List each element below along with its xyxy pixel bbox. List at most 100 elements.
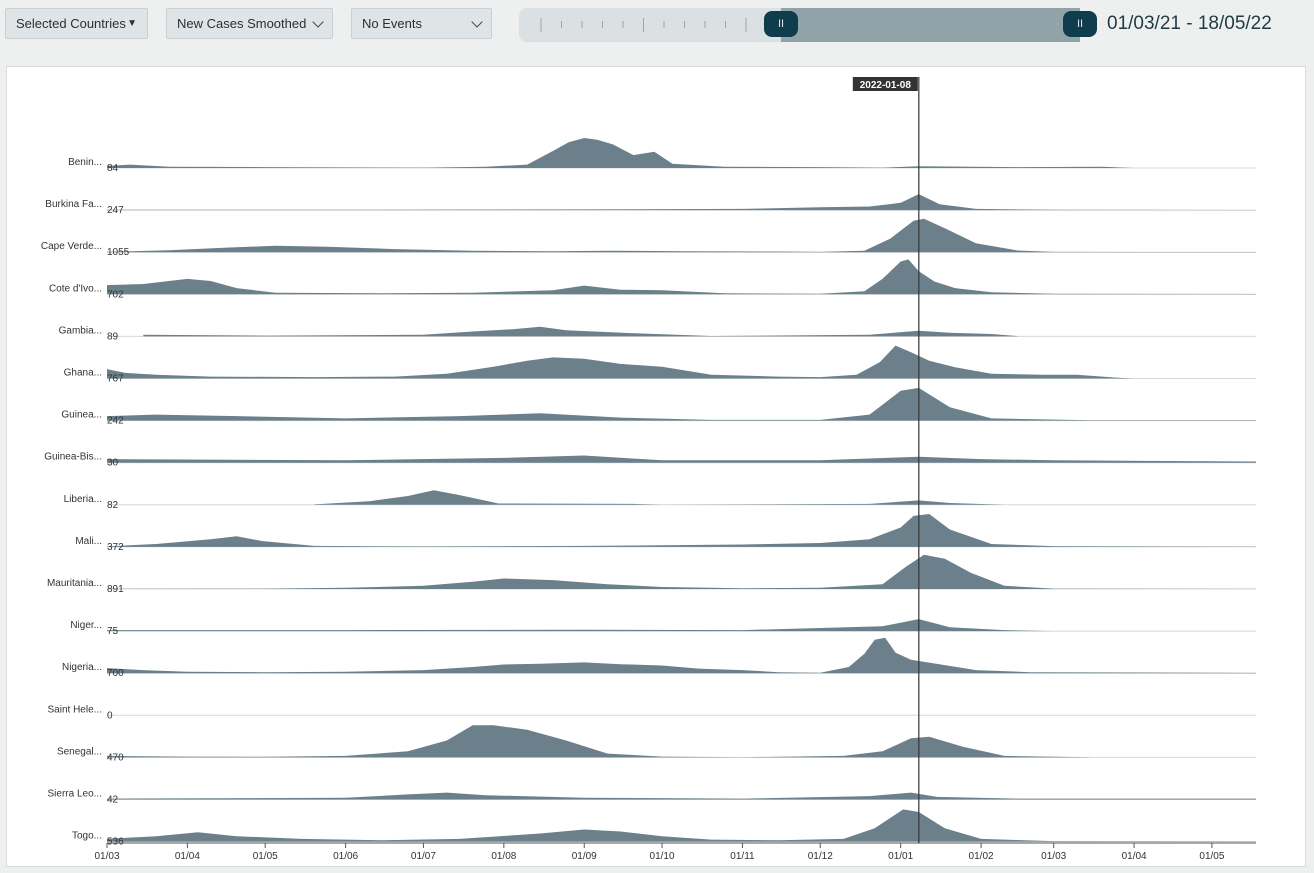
toolbar: Selected Countries ▼ New Cases Smoothed … — [0, 0, 1314, 58]
country-row[interactable]: Cape Verde... 1055 — [41, 218, 1256, 258]
marker-label-bg — [852, 77, 918, 91]
country-row[interactable]: Cote d'Ivo... 702 — [49, 259, 1256, 300]
country-area — [107, 138, 1135, 168]
country-row[interactable]: Mauritania... 891 — [47, 554, 1256, 595]
date-slider-range[interactable] — [781, 8, 1080, 42]
handle-grip-icon: II — [777, 18, 785, 30]
country-max-value: 82 — [107, 500, 119, 511]
country-name: Burkina Fa... — [45, 199, 102, 210]
chart-panel: Benin... 84 Burkina Fa... 247 Cape Verde... 1… — [6, 66, 1306, 867]
country-row[interactable]: Guinea-Bis... 30 — [44, 452, 1256, 469]
x-tick-label: 01/02 — [969, 851, 994, 862]
country-name: Nigeria... — [62, 662, 102, 673]
country-area — [107, 194, 1256, 211]
country-max-value: 702 — [107, 289, 124, 300]
x-tick-label: 01/12 — [808, 851, 833, 862]
metric-dropdown[interactable]: New Cases Smoothed — [166, 8, 333, 39]
metric-dropdown-label: New Cases Smoothed — [177, 16, 307, 31]
marker-label: 2022-01-08 — [860, 80, 912, 91]
country-name: Liberia... — [64, 494, 102, 505]
country-row[interactable]: Sierra Leo... 42 — [48, 789, 1256, 806]
country-area — [107, 637, 1256, 674]
country-name: Gambia... — [59, 325, 102, 336]
country-name: Cote d'Ivo... — [49, 283, 102, 294]
country-row[interactable]: Liberia... 82 — [64, 490, 1256, 511]
country-area — [107, 809, 1256, 842]
country-max-value: 75 — [107, 626, 119, 637]
country-row[interactable]: Mali... 372 — [75, 514, 1256, 553]
x-tick-label: 01/07 — [411, 851, 436, 862]
country-area — [107, 792, 1256, 800]
x-tick-label: 01/09 — [572, 851, 597, 862]
country-row[interactable]: Saint Hele... 0 — [48, 704, 1256, 721]
country-name: Senegal... — [57, 746, 102, 757]
country-area — [107, 387, 1256, 421]
country-area — [107, 345, 1135, 379]
country-name: Saint Hele... — [48, 704, 102, 715]
country-row[interactable]: Guinea... 242 — [61, 387, 1256, 427]
x-tick-label: 01/03 — [94, 851, 119, 862]
country-name: Guinea... — [61, 410, 102, 421]
country-row[interactable]: Togo... 536 — [72, 809, 1256, 848]
country-name: Mauritania... — [47, 578, 102, 589]
countries-dropdown[interactable]: Selected Countries ▼ — [5, 8, 148, 39]
country-name: Niger... — [70, 620, 102, 631]
country-max-value: 42 — [107, 795, 119, 806]
x-tick-label: 01/08 — [491, 851, 516, 862]
ridgeline-chart: Benin... 84 Burkina Fa... 247 Cape Verde... 1… — [41, 77, 1256, 862]
country-area — [143, 326, 1018, 337]
country-row[interactable]: Nigeria... 700 — [62, 637, 1256, 680]
country-row[interactable]: Gambia... 89 — [59, 325, 1256, 342]
country-area — [107, 455, 1256, 463]
x-tick-label: 01/06 — [333, 851, 358, 862]
country-max-value: 89 — [107, 331, 119, 342]
country-max-value: 767 — [107, 374, 124, 385]
country-max-value: 891 — [107, 584, 124, 595]
country-area — [107, 218, 1256, 253]
country-row[interactable]: Niger... 75 — [70, 619, 1256, 637]
date-marker: 2022-01-08 — [852, 77, 920, 843]
country-row[interactable]: Ghana... 767 — [64, 345, 1256, 385]
country-max-value: 470 — [107, 752, 124, 763]
countries-dropdown-label: Selected Countries — [16, 16, 126, 31]
slider-end-handle[interactable]: II — [1063, 11, 1097, 37]
x-axis: 01/03 01/04 01/05 01/06 01/07 01/08 01/09 01/10… — [94, 842, 1256, 862]
country-name: Benin... — [68, 157, 102, 168]
x-tick-label: 01/10 — [650, 851, 675, 862]
x-tick-label: 01/05 — [253, 851, 278, 862]
x-tick-label: 01/04 — [175, 851, 200, 862]
country-area — [314, 490, 1005, 505]
x-tick-label: 01/05 — [1199, 851, 1224, 862]
country-max-value: 700 — [107, 668, 124, 679]
country-max-value: 247 — [107, 205, 124, 216]
country-max-value: 242 — [107, 416, 124, 427]
country-row[interactable]: Senegal... 470 — [57, 725, 1256, 763]
country-name: Cape Verde... — [41, 241, 102, 252]
country-name: Ghana... — [64, 368, 102, 379]
country-area — [107, 514, 1256, 547]
chevron-down-icon — [312, 15, 324, 28]
x-tick-label: 01/11 — [730, 851, 755, 862]
events-dropdown[interactable]: No Events — [351, 8, 492, 39]
country-row[interactable]: Benin... 84 — [68, 138, 1256, 174]
country-max-value: 1055 — [107, 247, 130, 258]
country-name: Mali... — [75, 536, 102, 547]
slider-start-handle[interactable]: II — [764, 11, 798, 37]
chevron-down-icon — [471, 15, 483, 28]
x-tick-label: 01/01 — [888, 851, 913, 862]
country-area — [107, 554, 1256, 589]
events-dropdown-label: No Events — [362, 16, 422, 31]
country-name: Guinea-Bis... — [44, 452, 102, 463]
country-max-value: 0 — [107, 710, 113, 721]
country-max-value: 372 — [107, 542, 124, 553]
country-row[interactable]: Burkina Fa... 247 — [45, 194, 1256, 216]
x-tick-label: 01/03 — [1041, 851, 1066, 862]
caret-down-icon: ▼ — [127, 18, 137, 29]
country-area — [107, 619, 1054, 632]
country-name: Sierra Leo... — [48, 789, 102, 800]
country-max-value: 30 — [107, 458, 119, 469]
country-area — [107, 259, 1256, 295]
country-max-value: 84 — [107, 163, 119, 174]
country-max-value: 536 — [107, 837, 124, 848]
country-name: Togo... — [72, 831, 102, 842]
